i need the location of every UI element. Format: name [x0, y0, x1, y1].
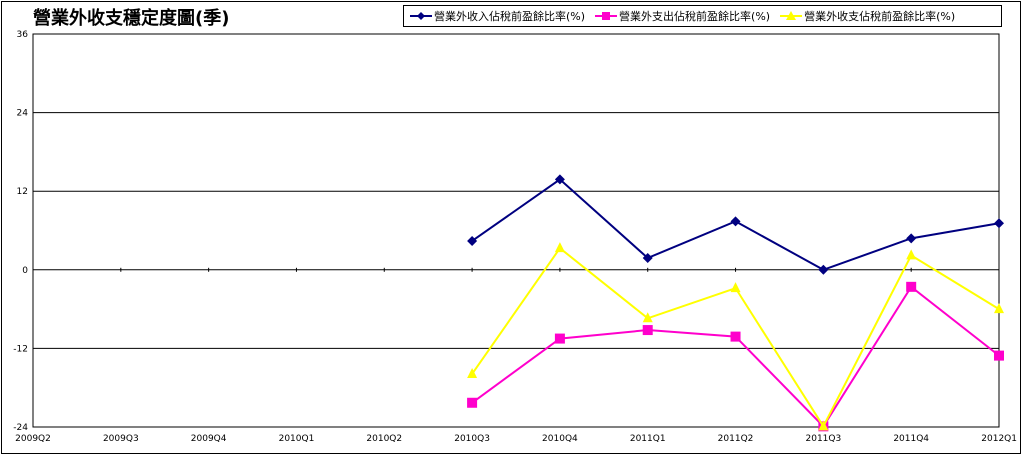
data-point-square	[467, 397, 478, 408]
data-point-triangle	[467, 367, 478, 378]
x-tick-label: 2011Q3	[806, 434, 842, 444]
data-point-square	[994, 350, 1004, 361]
x-tick-label: 2011Q4	[893, 434, 929, 444]
data-point-diamond	[906, 233, 917, 244]
data-point-diamond	[642, 253, 653, 264]
legend-label-expense: 營業外支出佔稅前盈餘比率(%)	[619, 10, 771, 23]
x-tick-label: 2009Q3	[103, 434, 139, 444]
chart-title: 營業外收支穩定度圖(季)	[33, 8, 230, 29]
series-line-2	[471, 285, 1000, 428]
y-tick-label: 36	[17, 30, 29, 40]
data-point-square	[730, 331, 741, 342]
data-point-square	[554, 333, 565, 344]
y-tick-label: 0	[22, 266, 28, 276]
data-point-triangle	[994, 303, 1004, 314]
y-tick-label: -12	[13, 344, 28, 354]
data-point-diamond	[554, 174, 565, 185]
x-tick-label: 2010Q4	[542, 434, 578, 444]
plot-area	[32, 33, 1000, 428]
y-tick-label: -24	[13, 423, 28, 433]
legend-item-net: 營業外收支佔稅前盈餘比率(%)	[780, 8, 955, 24]
data-point-triangle	[818, 420, 829, 431]
y-tick-label: 12	[17, 187, 28, 197]
legend-item-expense: 營業外支出佔稅前盈餘比率(%)	[595, 8, 770, 24]
data-point-triangle	[906, 249, 917, 260]
legend-swatch-net	[780, 11, 803, 20]
data-point-diamond	[994, 218, 1004, 229]
legend-swatch-income	[410, 12, 432, 20]
x-tick-label: 2011Q2	[718, 434, 754, 444]
chart-legend: 營業外收入佔稅前盈餘比率(%) 營業外支出佔稅前盈餘比率(%) 營業外收支佔稅前…	[403, 5, 1002, 27]
legend-swatch-expense	[595, 12, 618, 20]
legend-label-net: 營業外收支佔稅前盈餘比率(%)	[804, 10, 956, 23]
data-point-triangle	[642, 312, 653, 323]
x-tick-label: 2009Q4	[191, 434, 227, 444]
data-point-diamond	[730, 216, 741, 227]
data-point-diamond	[818, 264, 829, 275]
legend-item-income: 營業外收入佔稅前盈餘比率(%)	[410, 8, 585, 24]
x-tick-label: 2011Q1	[630, 434, 666, 444]
legend-label-income: 營業外收入佔稅前盈餘比率(%)	[434, 10, 586, 23]
data-point-square	[906, 281, 917, 292]
data-point-square	[642, 325, 653, 336]
y-tick-label: 24	[17, 109, 29, 119]
x-tick-label: 2009Q2	[15, 434, 51, 444]
data-point-triangle	[554, 242, 565, 253]
x-tick-label: 2012Q1	[981, 434, 1017, 444]
x-tick-label: 2010Q1	[279, 434, 315, 444]
data-point-triangle	[730, 282, 741, 293]
x-tick-label: 2010Q2	[366, 434, 402, 444]
x-tick-label: 2010Q3	[454, 434, 490, 444]
data-point-diamond	[467, 235, 478, 246]
